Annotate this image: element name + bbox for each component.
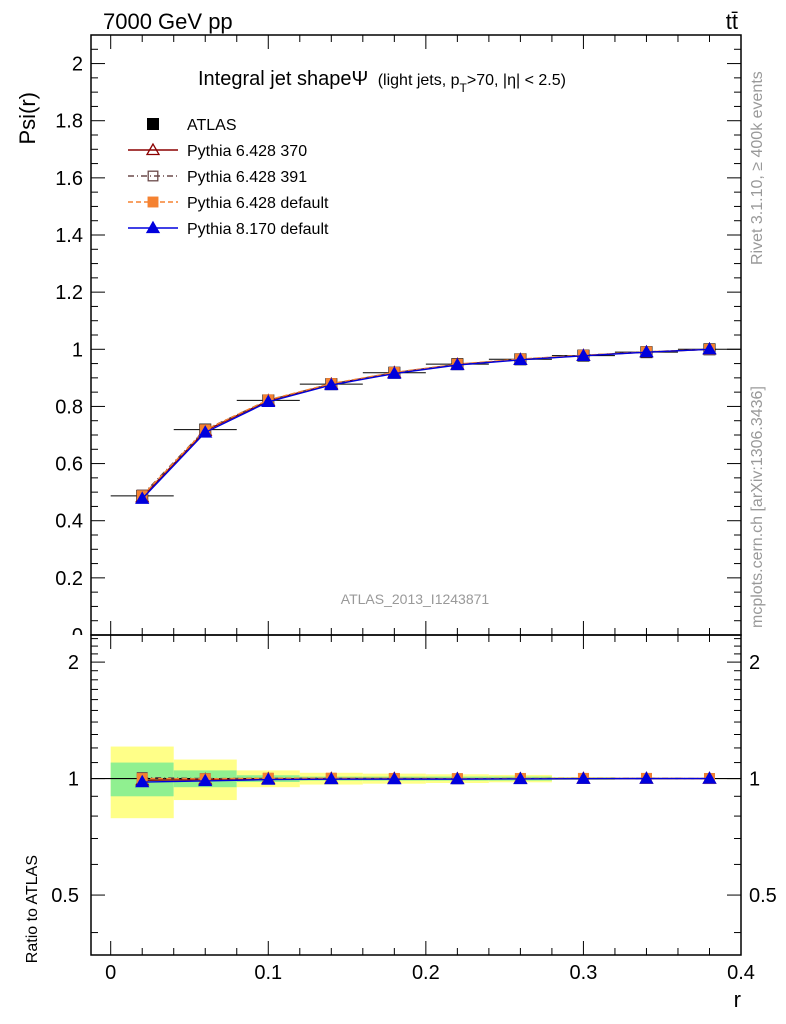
ratio-y-axis-label: Ratio to ATLAS	[24, 855, 41, 963]
y-axis-label: Psi(r)	[15, 92, 40, 145]
series-4-marker	[450, 357, 465, 371]
series-4-marker	[513, 352, 528, 366]
y-tick-label: 1.6	[55, 168, 83, 190]
x-tick-label: 0.4	[727, 962, 755, 984]
ratio-tick-label-right: 2	[749, 652, 760, 674]
series-4-marker	[135, 491, 150, 504]
y-tick-label: 1.2	[55, 282, 83, 304]
ratio-series-4-marker	[198, 773, 213, 787]
legend-marker-2	[147, 170, 159, 182]
y-tick-label: 0.6	[55, 454, 83, 476]
x-axis-label: r	[734, 987, 741, 1012]
x-tick-label: 0.1	[254, 962, 282, 984]
series-line-1	[141, 348, 710, 498]
plot-title-symbol: Ψ	[351, 68, 368, 90]
ratio-series-4-marker	[387, 771, 402, 785]
plot-title-detail-pre: (light jets, p	[378, 72, 460, 89]
ratio-series-4-marker	[576, 771, 591, 784]
series-4-marker	[639, 344, 654, 358]
header-left-label: 7000 GeV pp	[103, 9, 233, 34]
plot-title-main: Integral jet shape	[198, 68, 351, 90]
legend: ATLAS Pythia 6.428 370 Pythia 6.428 391 Pyt…	[128, 117, 329, 238]
ratio-series-4-marker	[324, 771, 339, 785]
series-4-marker	[387, 366, 402, 379]
legend-label: ATLAS	[187, 117, 237, 134]
ratio-tick-label-left: 0.5	[51, 885, 79, 907]
x-tick-label: 0	[105, 962, 116, 984]
legend-label: Pythia 6.428 391	[187, 169, 307, 186]
analysis-label: ATLAS_2013_I1243871	[341, 591, 490, 607]
plot-title-detail-sub: T	[460, 81, 468, 95]
plot-title: Integral jet shapeΨ (light jets, pT>70, …	[198, 68, 566, 95]
legend-marker-3	[147, 196, 159, 208]
plot-title-detail-post: >70, |η| < 2.5)	[467, 72, 566, 89]
ratio-series-4-marker	[513, 771, 528, 785]
x-tick-label: 0.2	[412, 962, 440, 984]
ratio-series-4-marker	[639, 771, 654, 784]
ratio-panel: 0.5 0.5 1 1 2 2 0 0.1 0.2 0.3 0.4	[51, 634, 777, 984]
series-line-3	[141, 348, 710, 497]
ratio-series-4-marker	[450, 771, 465, 785]
legend-data-marker	[147, 118, 159, 130]
y-tick-label: 0.4	[55, 511, 83, 533]
legend-label: Pythia 8.170 default	[187, 221, 329, 238]
y-tick-label: 1	[72, 339, 83, 361]
ratio-series-4-marker	[702, 771, 717, 784]
y-tick-label: 1.4	[55, 225, 83, 247]
y-tick-label: 0.2	[55, 568, 83, 590]
series-4-marker	[261, 394, 276, 408]
y-tick-label: 1.8	[55, 111, 83, 133]
legend-marker-4	[145, 220, 161, 234]
ratio-frame	[90, 634, 742, 956]
x-tick-label: 0.3	[570, 962, 598, 984]
series-4-marker	[702, 341, 717, 355]
ratio-series-line-4	[142, 777, 710, 783]
mcplots-label: mcplots.cern.ch [arXiv:1306.3436]	[749, 386, 766, 628]
rivet-label: Rivet 3.1.10, ≥ 400k events	[749, 71, 766, 265]
header-right-label: tt̄	[726, 9, 738, 34]
ratio-tick-label-right: 0.5	[749, 885, 777, 907]
series-4-marker	[576, 348, 591, 362]
ratio-tick-label-left: 1	[68, 769, 79, 791]
y-tick-label: 0	[72, 625, 83, 647]
ratio-series-4-marker	[261, 772, 276, 785]
legend-marker-1	[145, 142, 161, 156]
legend-label: Pythia 6.428 370	[187, 143, 307, 160]
y-tick-label: 0.8	[55, 396, 83, 418]
ratio-series-4-marker	[135, 774, 150, 788]
y-tick-label: 2	[72, 54, 83, 76]
legend-label: Pythia 6.428 default	[187, 195, 329, 212]
series-4-marker	[324, 377, 339, 391]
ratio-tick-label-left: 2	[68, 652, 79, 674]
ratio-tick-label-right: 1	[749, 769, 760, 791]
series-4-marker	[198, 425, 213, 438]
series-line-4	[141, 348, 710, 500]
main-panel: 0.2 0.4 0.6 0.8 1 1.2 1.4 1.6 1.8 2 0	[55, 34, 742, 647]
